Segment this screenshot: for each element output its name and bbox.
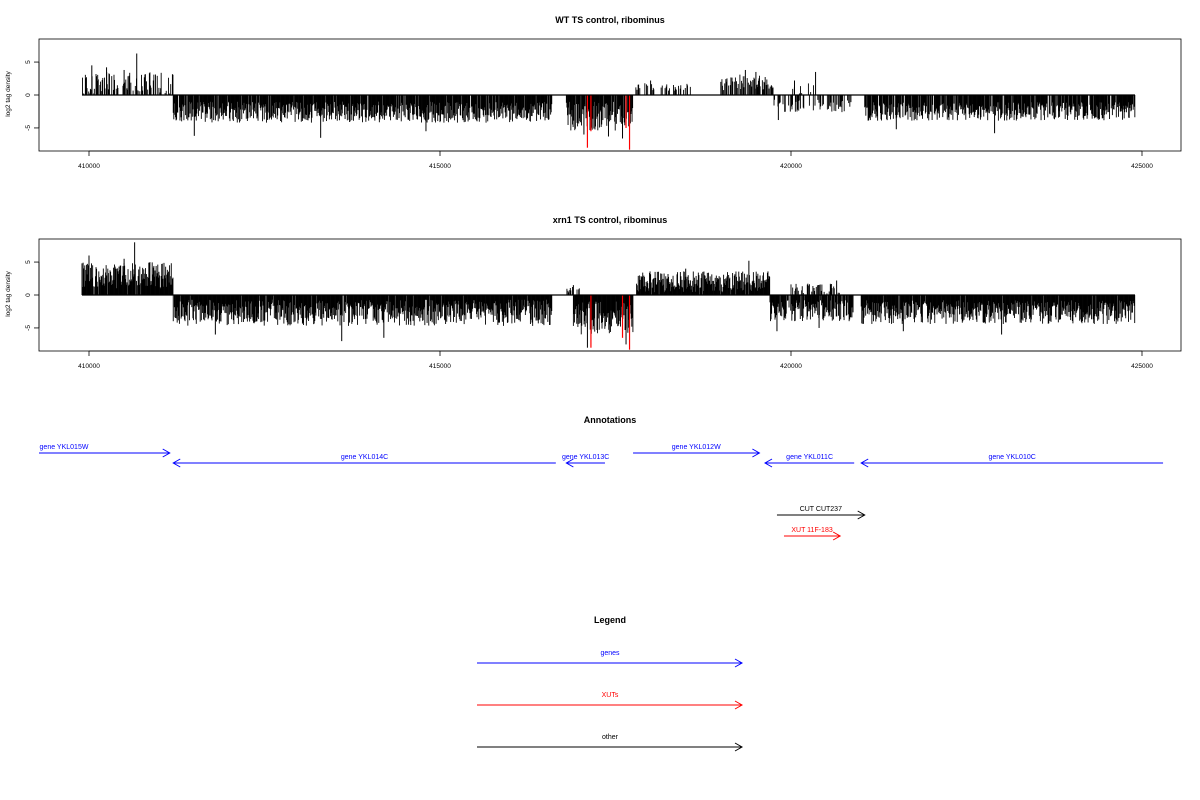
x-tick-label: 410000 <box>78 363 100 370</box>
annotation-feature: gene YKL013C <box>562 454 609 468</box>
x-tick-label: 425000 <box>1131 163 1153 170</box>
wt-density-panel: WT TS control, ribominus log2 tag densit… <box>5 15 1182 170</box>
y-tick-label: -5 <box>25 125 32 131</box>
annotation-feature: gene YKL012W <box>633 444 761 458</box>
arrow-head <box>857 510 866 520</box>
feature-label: gene YKL011C <box>786 454 833 461</box>
legend-item: genes <box>477 650 744 668</box>
arrow-head <box>734 658 744 668</box>
annotations-title: Annotations <box>584 415 637 425</box>
arrow-head <box>832 531 842 541</box>
arrow-head <box>734 700 744 710</box>
legend-title: Legend <box>594 615 626 625</box>
arrow-head <box>752 448 761 458</box>
feature-label: XUT 11F-183 <box>791 527 832 534</box>
panel-title: xrn1 TS control, ribominus <box>553 215 668 225</box>
x-tick-label: 425000 <box>1131 363 1153 370</box>
x-tick-label: 415000 <box>429 363 451 370</box>
feature-label: gene YKL015W <box>40 444 89 451</box>
feature-label: gene YKL013C <box>562 454 609 461</box>
y-tick-label: 5 <box>25 260 32 264</box>
axes: 410000 415000 420000 425000 5 0 -5 <box>25 260 1153 370</box>
panel-title: WT TS control, ribominus <box>555 15 665 25</box>
y-tick-label: 5 <box>25 60 32 64</box>
arrow-head <box>860 458 869 468</box>
legend-label: other <box>602 734 619 741</box>
y-tick-label: 0 <box>25 293 32 297</box>
y-axis-label: log2 tag density <box>5 270 12 316</box>
feature-label: gene YKL010C <box>988 454 1035 461</box>
x-tick-label: 415000 <box>429 163 451 170</box>
annotation-features: gene YKL015W gene YKL014C gene YKL013C gene… <box>39 444 1164 541</box>
arrow-head <box>565 458 574 468</box>
annotation-feature: gene YKL011C <box>764 454 855 468</box>
y-axis-label: log2 tag density <box>5 70 12 116</box>
feature-label: CUT CUT237 <box>800 506 842 513</box>
axes: 410000 415000 420000 425000 5 0 -5 <box>25 60 1153 170</box>
feature-label: gene YKL014C <box>341 454 388 461</box>
feature-label: gene YKL012W <box>672 444 721 451</box>
arrow-head <box>734 742 744 752</box>
x-tick-label: 410000 <box>78 163 100 170</box>
arrow-head <box>162 448 171 458</box>
annotation-feature: gene YKL014C <box>172 454 556 468</box>
xrn1-density-panel: xrn1 TS control, ribominus log2 tag dens… <box>5 215 1182 370</box>
arrow-head <box>764 458 773 468</box>
legend-item: other <box>477 734 744 752</box>
annotation-feature: gene YKL010C <box>860 454 1164 468</box>
legend-label: XUTs <box>602 692 619 699</box>
annotation-feature: XUT 11F-183 <box>783 527 842 541</box>
y-tick-label: -5 <box>25 325 32 331</box>
legend-item: XUTs <box>477 692 744 710</box>
legend-label: genes <box>600 650 620 657</box>
density-bars <box>81 53 1136 150</box>
x-tick-label: 420000 <box>780 363 802 370</box>
legend: Legend genes XUTs other <box>477 615 744 752</box>
arrow-head <box>172 458 181 468</box>
annotation-feature: gene YKL015W <box>39 444 171 458</box>
annotation-feature: CUT CUT237 <box>776 506 866 520</box>
y-tick-label: 0 <box>25 93 32 97</box>
legend-items: genes XUTs other <box>477 650 744 752</box>
x-tick-label: 420000 <box>780 163 802 170</box>
density-bars <box>81 242 1136 350</box>
